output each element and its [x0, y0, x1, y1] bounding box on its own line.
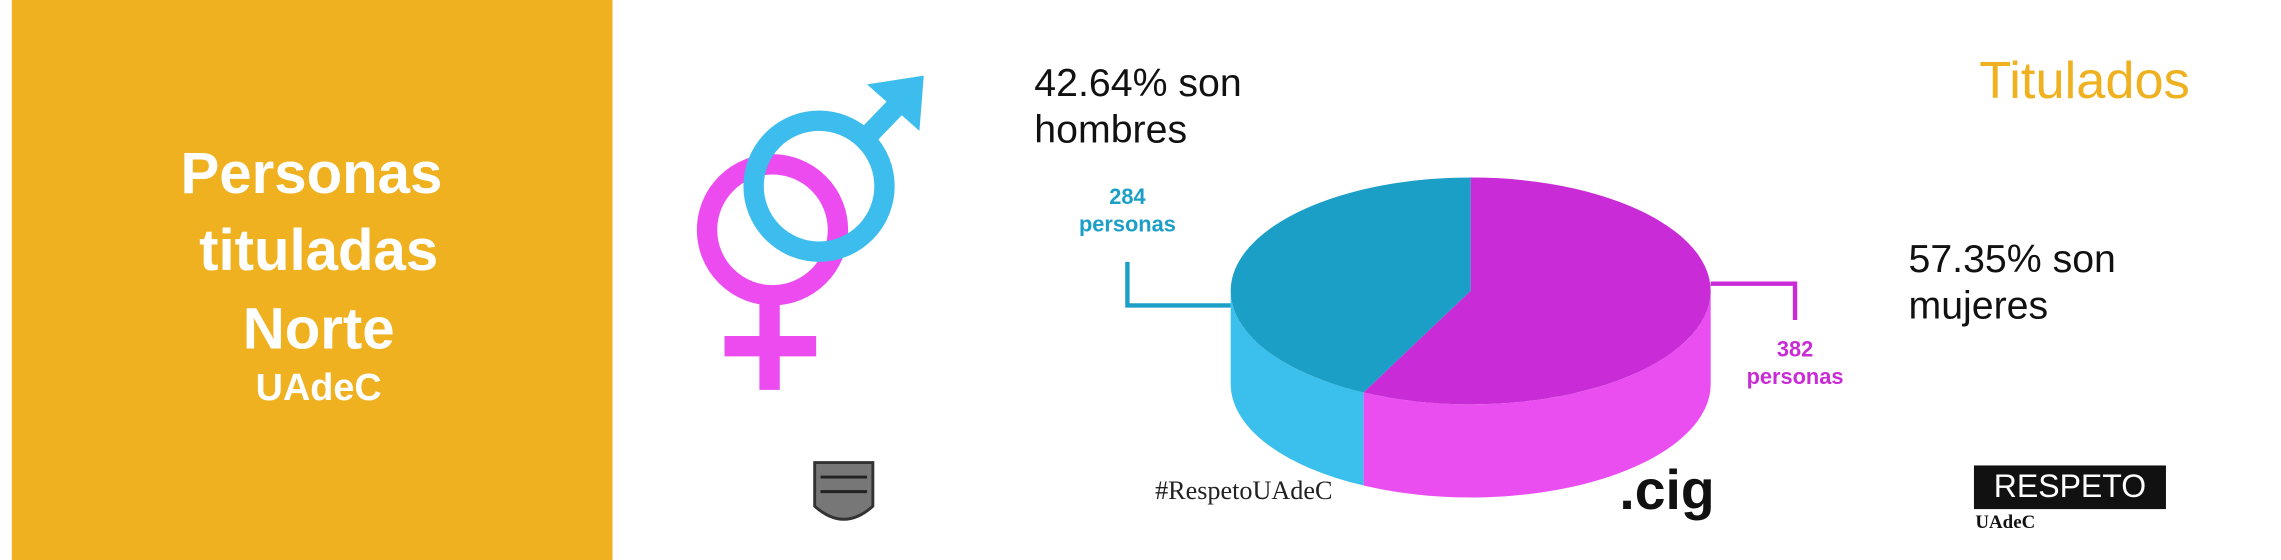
pie-slice	[1230, 177, 1471, 393]
value-label: 284 personas	[1079, 184, 1176, 237]
panel-subtitle: UAdeC	[256, 367, 382, 409]
panel-title: tituladas	[199, 218, 438, 283]
chart-title: Titulados	[1979, 52, 2190, 110]
pie-slice	[1363, 177, 1711, 405]
uadec-logo	[813, 461, 875, 521]
value-label: 382 personas	[1747, 336, 1844, 389]
annotation: hombres	[1034, 108, 1187, 152]
side-panel	[11, 0, 613, 560]
panel-title: Personas	[180, 141, 442, 206]
annotation: 57.35% son	[1909, 237, 2116, 281]
respeto-box	[1973, 465, 2166, 510]
cig-logo: .cig	[1619, 459, 1714, 521]
leader-line	[1125, 261, 1231, 308]
panel-title: Norte	[243, 296, 395, 361]
respeto-sub: UAdeC	[1975, 512, 2035, 533]
hashtag: #RespetoUAdeC	[1155, 476, 1332, 505]
gender-symbol	[696, 75, 924, 390]
respeto-logo: RESPETO	[1994, 468, 2146, 504]
annotation: mujeres	[1909, 284, 2049, 328]
pie-side	[1363, 290, 1711, 498]
pie-side	[1230, 290, 1364, 486]
annotation: 42.64% son	[1034, 61, 1241, 105]
leader-line	[1710, 281, 1798, 320]
